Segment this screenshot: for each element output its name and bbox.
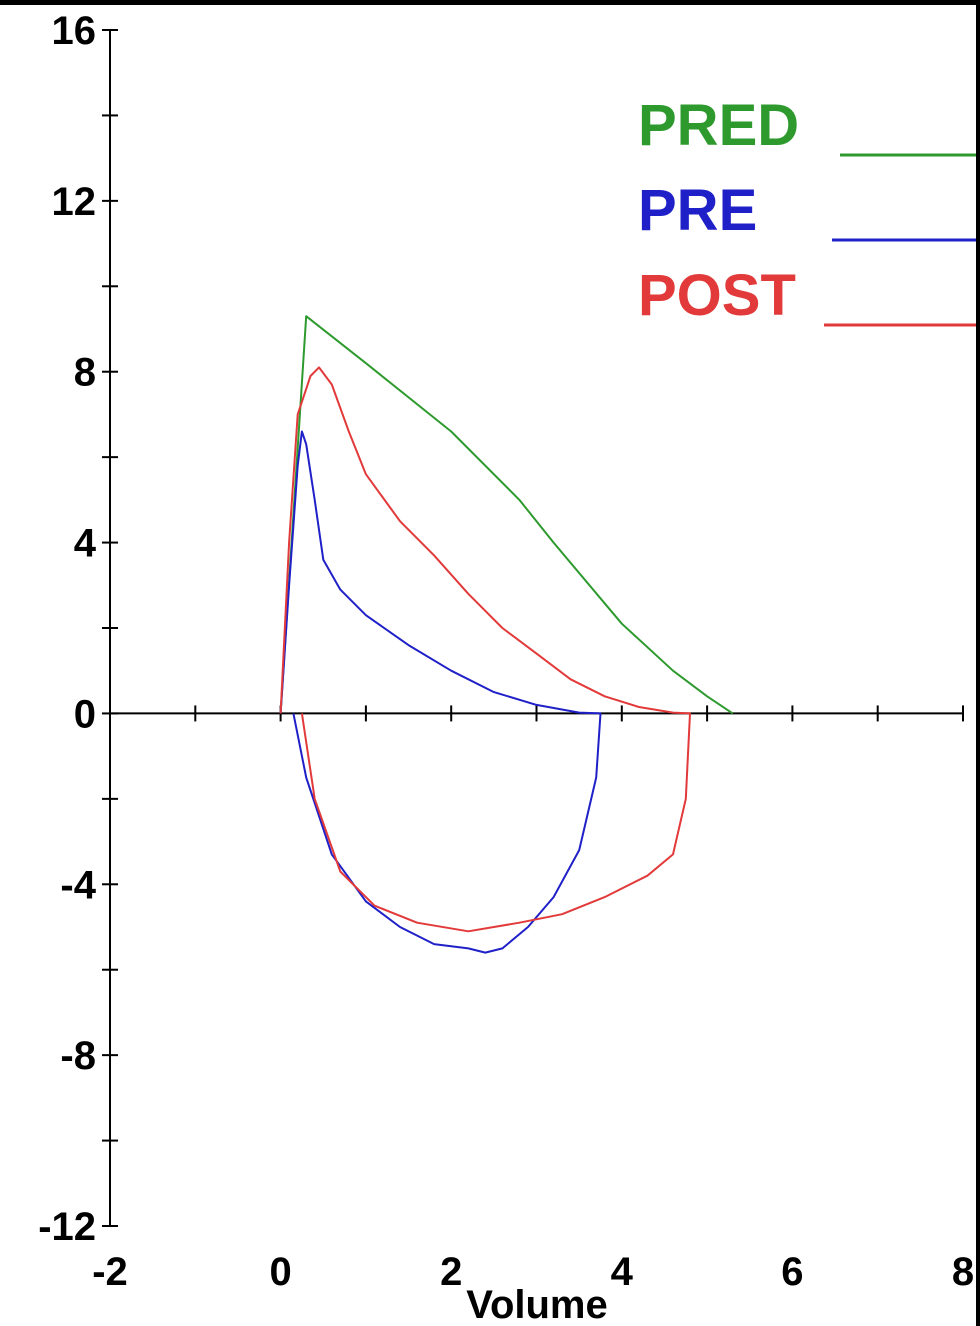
legend-label-post: POST xyxy=(638,263,796,328)
x-tick-label: -2 xyxy=(92,1250,128,1294)
legend-label-pred: PRED xyxy=(638,93,799,158)
y-tick-label: -12 xyxy=(38,1205,96,1249)
series-layer xyxy=(279,315,734,954)
right-border xyxy=(976,0,980,1326)
y-tick-label: 12 xyxy=(52,180,97,224)
series-line-pred xyxy=(279,315,734,715)
x-tick-label: 4 xyxy=(611,1250,634,1294)
x-tick-label: 6 xyxy=(781,1250,803,1294)
y-tick-label: -4 xyxy=(60,863,96,907)
y-tick-label: 0 xyxy=(74,692,96,736)
series-line-post xyxy=(279,366,691,933)
legend: PRED PRE POST xyxy=(638,93,976,328)
x-axis-title: Volume xyxy=(466,1283,608,1326)
legend-label-pre: PRE xyxy=(638,178,757,243)
y-tick-label: 4 xyxy=(74,522,97,566)
y-tick-label: 8 xyxy=(74,351,96,395)
series-line-pre xyxy=(279,430,602,954)
y-tick-label: 16 xyxy=(52,9,97,53)
x-tick-label: 8 xyxy=(952,1250,974,1294)
x-tick-label: 2 xyxy=(440,1250,462,1294)
top-border xyxy=(0,0,980,5)
axes: 16 12 8 4 0 -4 -8 -12-2 0 2 4 6 8 xyxy=(38,9,974,1294)
y-tick-label: -8 xyxy=(60,1034,96,1078)
x-tick-label: 0 xyxy=(269,1250,291,1294)
